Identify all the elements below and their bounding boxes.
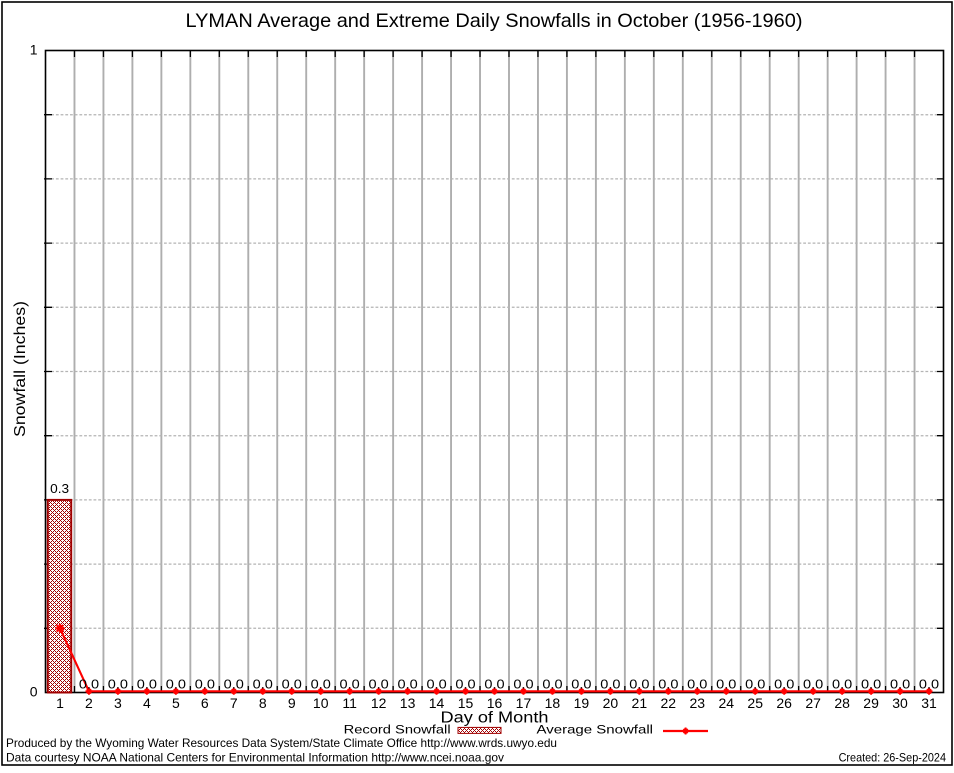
svg-text:17: 17 bbox=[516, 695, 532, 711]
svg-text:18: 18 bbox=[545, 695, 561, 711]
svg-text:0.0: 0.0 bbox=[484, 676, 504, 691]
svg-text:0.0: 0.0 bbox=[195, 676, 215, 691]
svg-text:15: 15 bbox=[458, 695, 474, 711]
svg-text:0.0: 0.0 bbox=[108, 676, 128, 691]
svg-text:29: 29 bbox=[863, 695, 879, 711]
svg-text:0.0: 0.0 bbox=[455, 676, 475, 691]
svg-text:0.0: 0.0 bbox=[398, 676, 418, 691]
svg-text:0.0: 0.0 bbox=[426, 676, 446, 691]
svg-text:LYMAN Average and Extreme Dail: LYMAN Average and Extreme Daily Snowfall… bbox=[186, 10, 803, 32]
svg-text:Average Snowfall: Average Snowfall bbox=[537, 723, 654, 737]
svg-text:10: 10 bbox=[313, 695, 329, 711]
svg-text:0.0: 0.0 bbox=[890, 676, 910, 691]
svg-text:Data courtesy NOAA National Ce: Data courtesy NOAA National Centers for … bbox=[6, 751, 504, 765]
svg-text:9: 9 bbox=[288, 695, 296, 711]
svg-text:0.0: 0.0 bbox=[542, 676, 562, 691]
svg-text:19: 19 bbox=[574, 695, 590, 711]
svg-text:24: 24 bbox=[718, 695, 734, 711]
svg-text:0.0: 0.0 bbox=[861, 676, 881, 691]
svg-text:Record Snowfall: Record Snowfall bbox=[344, 723, 451, 737]
svg-text:0.0: 0.0 bbox=[369, 676, 389, 691]
svg-text:4: 4 bbox=[143, 695, 151, 711]
svg-text:5: 5 bbox=[172, 695, 180, 711]
svg-text:0.0: 0.0 bbox=[803, 676, 823, 691]
svg-text:1: 1 bbox=[56, 695, 64, 711]
svg-text:0.3: 0.3 bbox=[50, 481, 69, 496]
svg-text:25: 25 bbox=[747, 695, 763, 711]
svg-text:0.0: 0.0 bbox=[166, 676, 186, 691]
svg-text:0.0: 0.0 bbox=[774, 676, 794, 691]
svg-text:Produced by the Wyoming Water: Produced by the Wyoming Water Resources … bbox=[6, 736, 557, 750]
svg-text:0.0: 0.0 bbox=[137, 676, 157, 691]
svg-text:Created: 26-Sep-2024: Created: 26-Sep-2024 bbox=[839, 751, 947, 765]
svg-text:0.0: 0.0 bbox=[629, 676, 649, 691]
svg-text:0: 0 bbox=[30, 684, 38, 700]
svg-text:20: 20 bbox=[603, 695, 619, 711]
svg-text:0.0: 0.0 bbox=[600, 676, 620, 691]
svg-text:0.0: 0.0 bbox=[253, 676, 273, 691]
svg-text:0.0: 0.0 bbox=[282, 676, 302, 691]
svg-text:22: 22 bbox=[661, 695, 677, 711]
svg-text:0.0: 0.0 bbox=[340, 676, 360, 691]
svg-text:30: 30 bbox=[892, 695, 908, 711]
svg-text:23: 23 bbox=[689, 695, 705, 711]
svg-text:2: 2 bbox=[85, 695, 93, 711]
svg-text:0.0: 0.0 bbox=[224, 676, 244, 691]
svg-text:Snowfall (Inches): Snowfall (Inches) bbox=[12, 301, 29, 437]
svg-text:0.0: 0.0 bbox=[716, 676, 736, 691]
svg-text:0.0: 0.0 bbox=[658, 676, 678, 691]
svg-text:Day of Month: Day of Month bbox=[441, 710, 549, 727]
svg-text:0.0: 0.0 bbox=[571, 676, 591, 691]
svg-text:16: 16 bbox=[487, 695, 503, 711]
svg-text:0.0: 0.0 bbox=[513, 676, 533, 691]
svg-text:7: 7 bbox=[230, 695, 238, 711]
svg-text:0.0: 0.0 bbox=[79, 676, 99, 691]
svg-text:11: 11 bbox=[342, 695, 357, 711]
svg-text:13: 13 bbox=[400, 695, 416, 711]
svg-text:27: 27 bbox=[805, 695, 821, 711]
svg-text:12: 12 bbox=[371, 695, 387, 711]
svg-text:0.0: 0.0 bbox=[919, 676, 939, 691]
svg-text:14: 14 bbox=[429, 695, 445, 711]
svg-text:31: 31 bbox=[921, 695, 937, 711]
svg-text:21: 21 bbox=[632, 695, 648, 711]
svg-text:0.0: 0.0 bbox=[745, 676, 765, 691]
svg-text:0.0: 0.0 bbox=[832, 676, 852, 691]
svg-text:1: 1 bbox=[30, 42, 38, 58]
svg-text:3: 3 bbox=[114, 695, 122, 711]
svg-text:0.0: 0.0 bbox=[311, 676, 331, 691]
svg-text:28: 28 bbox=[834, 695, 850, 711]
svg-text:8: 8 bbox=[259, 695, 267, 711]
svg-text:0.0: 0.0 bbox=[687, 676, 707, 691]
svg-text:26: 26 bbox=[776, 695, 792, 711]
svg-text:6: 6 bbox=[201, 695, 209, 711]
